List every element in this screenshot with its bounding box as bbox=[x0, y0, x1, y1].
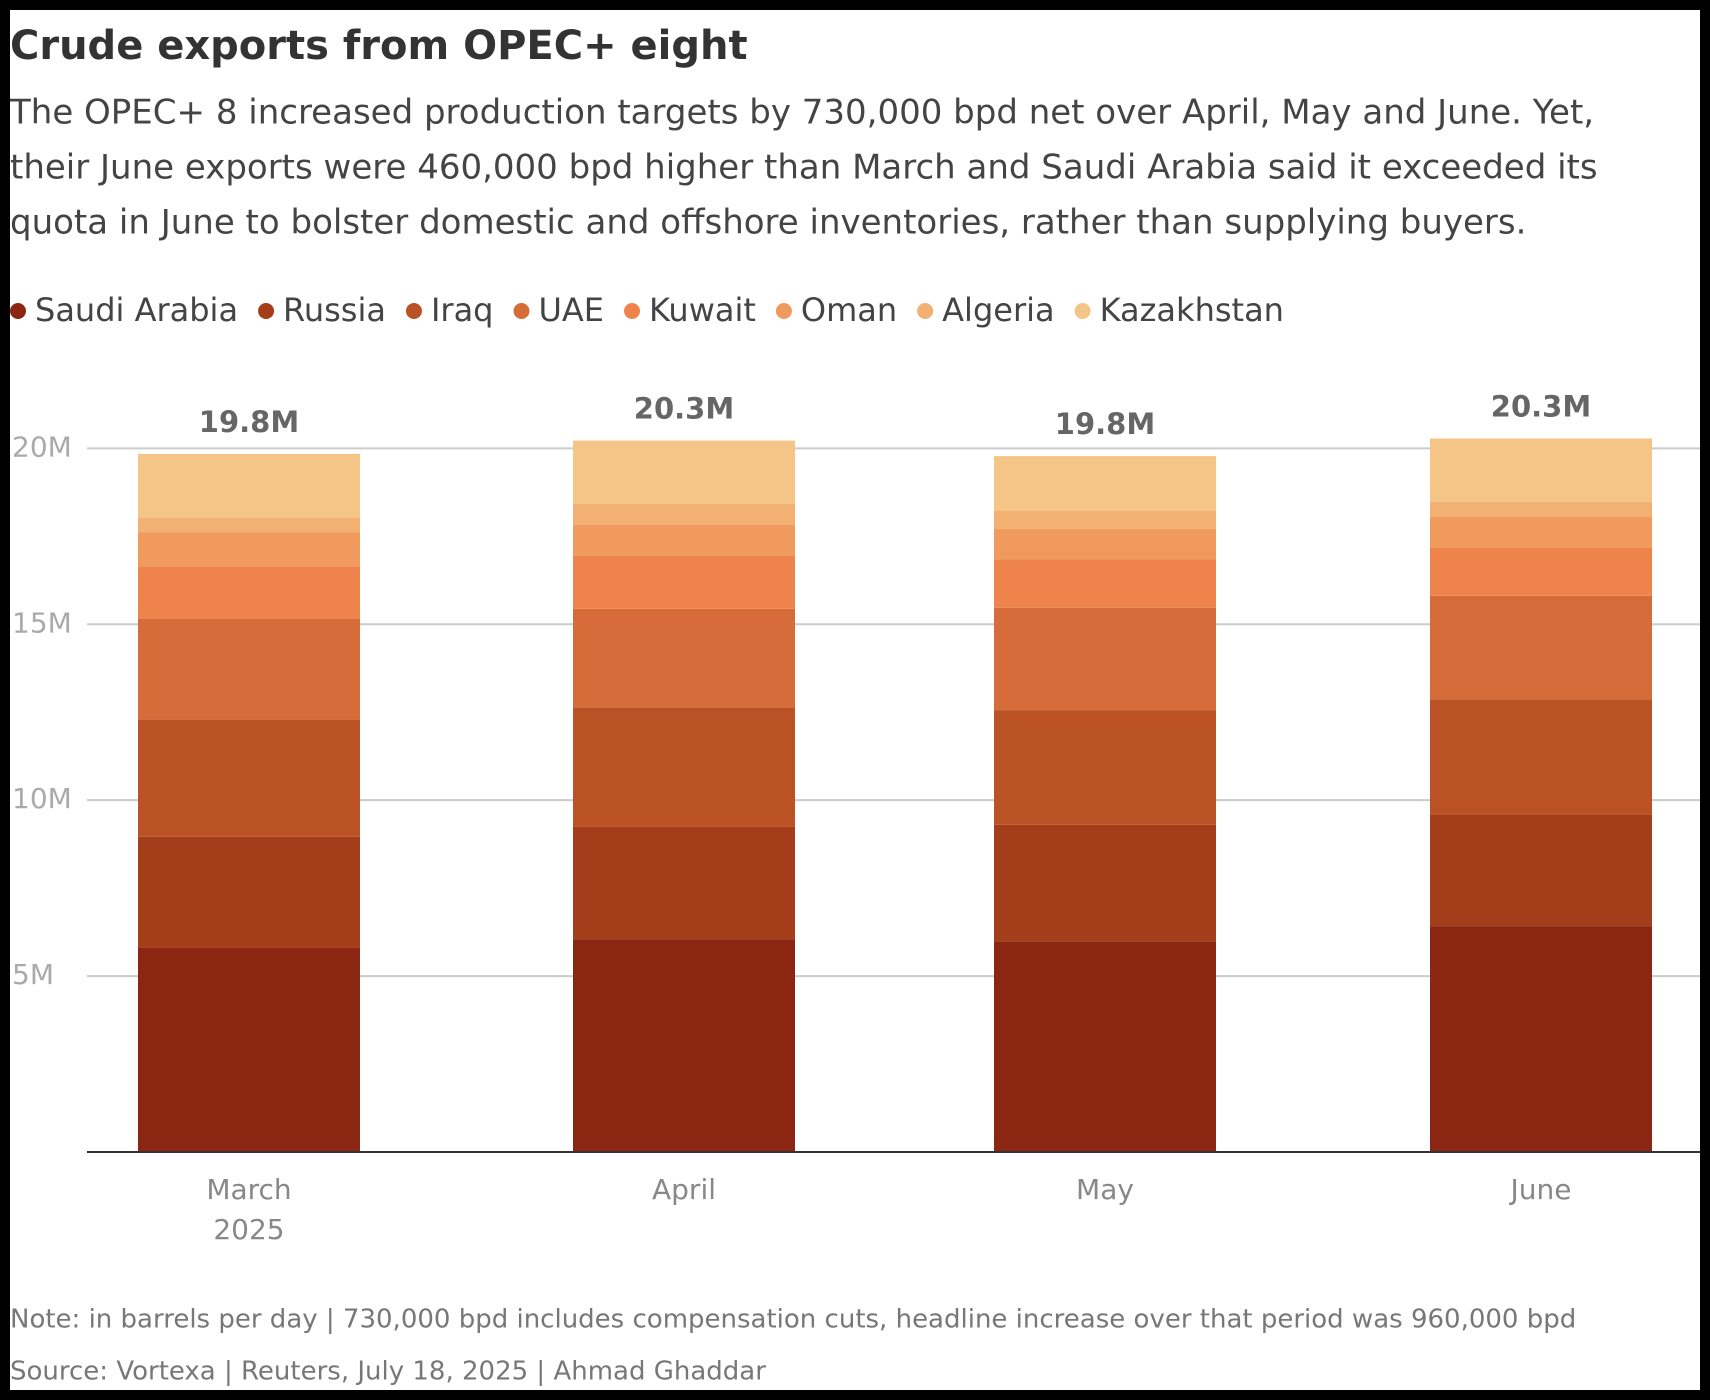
legend-label: Kazakhstan bbox=[1100, 291, 1284, 329]
legend-label: Kuwait bbox=[649, 291, 756, 329]
bar-segment bbox=[138, 453, 360, 519]
total-label: 19.8M bbox=[199, 405, 299, 439]
legend-label: Russia bbox=[283, 291, 386, 329]
legend-swatch bbox=[10, 303, 26, 319]
legend-label: Algeria bbox=[942, 291, 1054, 329]
bar-segment bbox=[1430, 814, 1652, 927]
legend-swatch bbox=[917, 303, 934, 319]
bar-segment bbox=[138, 532, 360, 567]
legend-swatch bbox=[775, 303, 792, 319]
bar-segment bbox=[994, 456, 1216, 511]
bar-segment bbox=[573, 524, 795, 556]
bar-segment bbox=[573, 440, 795, 504]
legend-label: Saudi Arabia bbox=[35, 291, 238, 329]
bar-segment bbox=[138, 836, 360, 948]
bar-segment bbox=[573, 608, 795, 709]
bar-segment bbox=[138, 947, 360, 1152]
bar-segment bbox=[573, 503, 795, 525]
bar-segment bbox=[994, 607, 1216, 711]
legend-swatch bbox=[624, 303, 641, 319]
bar-segment bbox=[1430, 516, 1652, 548]
legend-swatch bbox=[258, 303, 275, 319]
chart: Crude exports from OPEC+ eight The OPEC+… bbox=[10, 23, 1700, 1387]
legend-label: UAE bbox=[538, 291, 604, 329]
chart-card: Crude exports from OPEC+ eight The OPEC+… bbox=[10, 10, 1700, 1390]
bar-segment bbox=[994, 941, 1216, 1152]
x-tick-label: March 2025 bbox=[206, 1173, 292, 1246]
bar-segment bbox=[573, 939, 795, 1152]
x-tick-label: April bbox=[652, 1173, 716, 1206]
legend-label: Oman bbox=[801, 291, 897, 329]
y-tick-label: 15M bbox=[12, 606, 72, 639]
y-tick-label: 20M bbox=[12, 430, 72, 463]
bar-segment bbox=[994, 559, 1216, 608]
subtitle: their June exports were 460,000 bpd high… bbox=[10, 148, 1598, 188]
bar-segment bbox=[1430, 501, 1652, 517]
bar-segment bbox=[994, 510, 1216, 529]
bar-segment bbox=[1430, 595, 1652, 700]
bar-segment bbox=[1430, 699, 1652, 815]
bar-segment bbox=[1430, 438, 1652, 502]
bar-segment bbox=[573, 826, 795, 940]
y-tick-label: 5M bbox=[12, 958, 54, 991]
bar-segment bbox=[138, 618, 360, 720]
bar-segment bbox=[994, 824, 1216, 942]
total-label: 20.3M bbox=[1491, 390, 1591, 424]
legend-label: Iraq bbox=[431, 291, 494, 329]
source: Source: Vortexa | Reuters, July 18, 2025… bbox=[10, 1357, 766, 1387]
note: Note: in barrels per day | 730,000 bpd i… bbox=[10, 1305, 1576, 1335]
subtitle: quota in June to bolster domestic and of… bbox=[10, 203, 1526, 243]
chart-title: Crude exports from OPEC+ eight bbox=[10, 23, 748, 69]
y-tick-label: 10M bbox=[12, 782, 72, 815]
x-tick-label: May bbox=[1076, 1173, 1134, 1206]
legend-swatch bbox=[1074, 303, 1091, 319]
bar-segment bbox=[573, 555, 795, 609]
bar-segment bbox=[138, 518, 360, 533]
subtitle: The OPEC+ 8 increased production targets… bbox=[10, 93, 1594, 133]
bar-segment bbox=[138, 566, 360, 619]
legend-swatch bbox=[405, 303, 422, 319]
bar-segment bbox=[138, 719, 360, 837]
bar-segment bbox=[994, 710, 1216, 825]
bar-segment bbox=[1430, 547, 1652, 596]
total-label: 20.3M bbox=[634, 392, 734, 426]
bar-segment bbox=[994, 528, 1216, 560]
total-label: 19.8M bbox=[1055, 407, 1155, 441]
legend-swatch bbox=[513, 303, 530, 319]
bar-segment bbox=[1430, 926, 1652, 1152]
x-tick-label: June bbox=[1510, 1173, 1572, 1206]
bar-segment bbox=[573, 708, 795, 827]
